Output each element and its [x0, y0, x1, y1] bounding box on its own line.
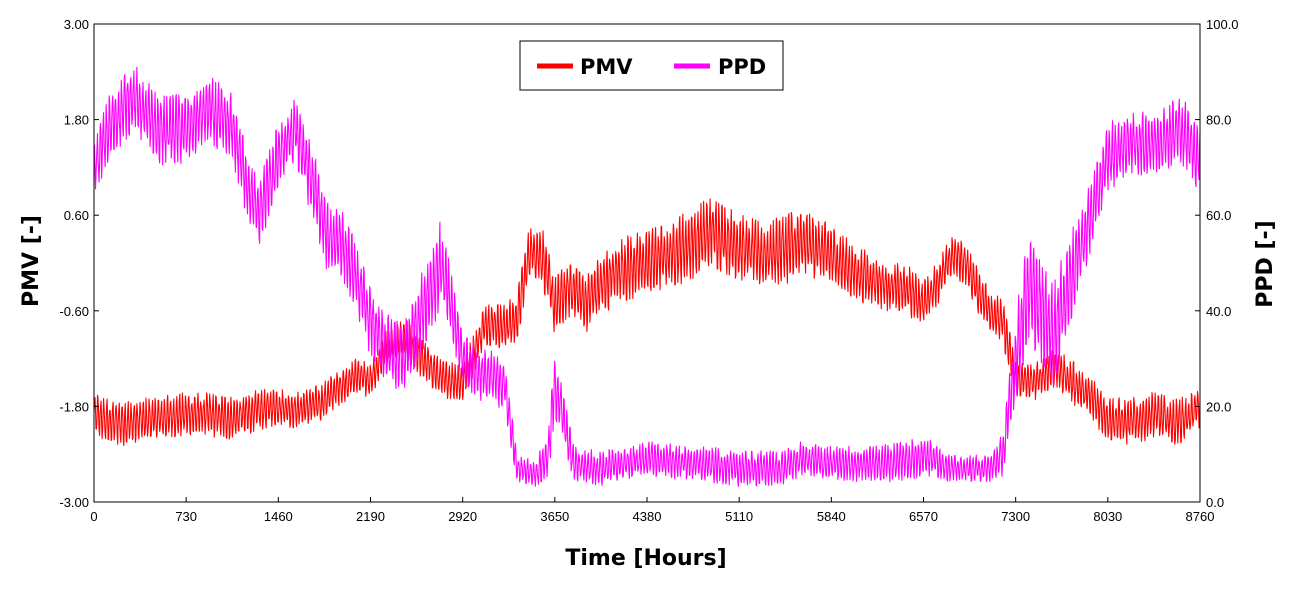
- x-axis-title: Time [Hours]: [565, 546, 726, 571]
- x-tick-label: 5840: [817, 509, 846, 524]
- y-right-tick-label: 100.0: [1206, 17, 1239, 32]
- x-tick-label: 730: [175, 509, 197, 524]
- x-tick-label: 7300: [1001, 509, 1030, 524]
- x-tick-label: 4380: [633, 509, 662, 524]
- y-left-tick-label: 0.60: [64, 208, 89, 223]
- x-tick-label: 6570: [909, 509, 938, 524]
- x-tick-label: 2920: [448, 509, 477, 524]
- y-left-tick-label: -1.80: [59, 399, 89, 414]
- x-tick-label: 2190: [356, 509, 385, 524]
- y-right-tick-label: 60.0: [1206, 208, 1231, 223]
- legend-label-pmv: PMV: [580, 55, 633, 79]
- x-tick-label: 8030: [1093, 509, 1122, 524]
- series-layer: [93, 66, 1201, 487]
- y-right-tick-label: 20.0: [1206, 399, 1231, 414]
- y-left-tick-label: 3.00: [64, 17, 89, 32]
- series-line-ppd: [93, 66, 1201, 487]
- y-left-tick-label: -3.00: [59, 495, 89, 510]
- y-right-tick-label: 80.0: [1206, 113, 1231, 128]
- x-tick-label: 5110: [725, 509, 753, 524]
- y-axis-left-title: PMV [-]: [19, 215, 44, 307]
- axis-ticks: 0 730 1460 2190 2920 3650 4380 5110 5840 6570 7300…: [59, 17, 1238, 524]
- y-right-tick-label: 0.0: [1206, 495, 1224, 510]
- x-tick-label: 3650: [540, 509, 569, 524]
- y-axis-right-title: PPD [-]: [1253, 220, 1278, 307]
- legend-label-ppd: PPD: [718, 55, 766, 79]
- x-tick-label: 8760: [1186, 509, 1215, 524]
- series-line-pmv: [93, 198, 1201, 447]
- y-left-tick-label: -0.60: [59, 304, 89, 319]
- y-left-tick-label: 1.80: [64, 113, 89, 128]
- y-right-tick-label: 40.0: [1206, 304, 1231, 319]
- legend: PMV PPD: [519, 40, 784, 91]
- x-tick-label: 0: [90, 509, 97, 524]
- x-tick-label: 1460: [264, 509, 293, 524]
